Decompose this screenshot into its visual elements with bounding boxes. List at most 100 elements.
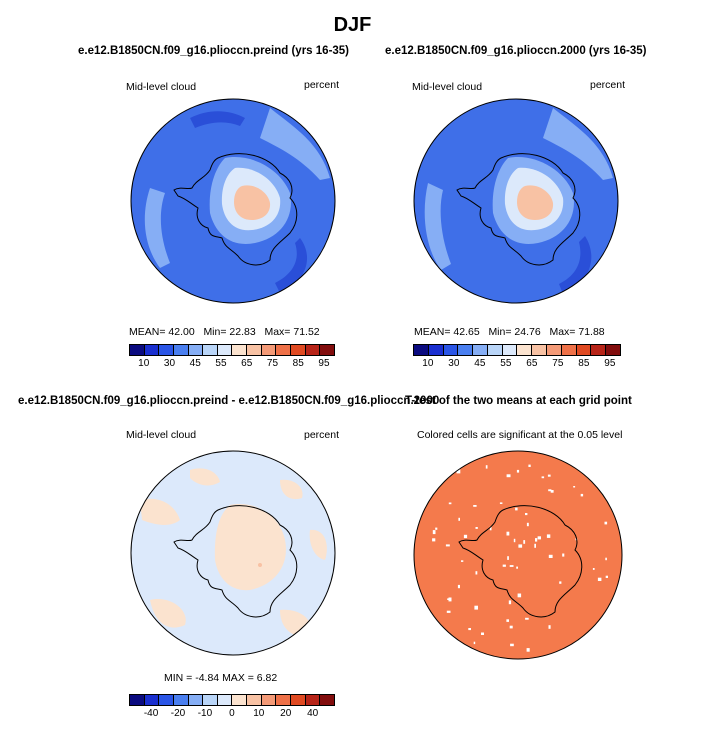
panel-1-left-label: Mid-level cloud	[126, 81, 197, 93]
panel-1-map	[130, 98, 336, 304]
insignificant-cell	[489, 526, 492, 531]
colorbar-swatch	[130, 695, 145, 705]
colorbar-tick-label: 40	[307, 708, 319, 719]
insignificant-cell	[518, 544, 523, 548]
colorbar-swatch	[320, 695, 334, 705]
panel-2-left-label: Mid-level cloud	[412, 81, 483, 93]
colorbar-swatch	[547, 345, 562, 355]
colorbar-tick-label: 0	[229, 708, 235, 719]
colorbar-tick-label: 10	[422, 358, 434, 369]
panel-2-colorbar: 10 30 45 55 65 75 85 95	[413, 344, 621, 369]
colorbar-swatch	[428, 345, 444, 355]
insignificant-cell	[455, 467, 457, 469]
panel-4-title: T-test of the two means at each grid poi…	[405, 395, 632, 407]
colorbar-tick-label: -40	[143, 708, 159, 719]
insignificant-cell	[548, 554, 553, 558]
colorbar-swatch	[247, 345, 262, 355]
colorbar-tick-label: 10	[253, 708, 265, 719]
colorbar-swatch	[144, 695, 160, 705]
colorbar-abs-2	[413, 344, 621, 356]
insignificant-cell	[457, 584, 460, 589]
panel-2-right-label: percent	[590, 79, 626, 91]
panel-3-coastline	[173, 505, 298, 618]
insignificant-cell	[528, 464, 531, 467]
colorbar-swatch	[173, 345, 189, 355]
insignificant-cell	[523, 540, 526, 544]
insignificant-cell	[474, 605, 478, 610]
colorbar-tick-label: 95	[318, 358, 330, 369]
insignificant-cell	[473, 641, 476, 645]
insignificant-cell	[599, 623, 603, 627]
colorbar-swatch	[130, 345, 145, 355]
insignificant-cell	[475, 527, 478, 529]
colorbar-swatch	[414, 345, 429, 355]
insignificant-cell	[507, 556, 509, 560]
insignificant-cell	[481, 632, 484, 635]
insignificant-cell	[604, 521, 608, 525]
panel-3-title: e.e12.B1850CN.f09_g16.plioccn.preind - e…	[18, 395, 440, 407]
insignificant-cell	[455, 647, 458, 650]
colorbar-swatch	[305, 345, 321, 355]
colorbar-abs-2-labels: 10 30 45 55 65 75 85 95	[413, 356, 621, 369]
insignificant-cell	[592, 568, 595, 570]
panel-4-coastline	[458, 505, 583, 618]
insignificant-cell	[432, 530, 436, 535]
panel-4-subtitle: Colored cells are significant at the 0.0…	[417, 429, 623, 441]
colorbar-tick-label: 65	[526, 358, 538, 369]
panel-4-field	[414, 451, 622, 659]
insignificant-cell	[509, 565, 514, 567]
colorbar-diff	[129, 694, 335, 706]
insignificant-cell	[547, 474, 551, 477]
colorbar-swatch	[247, 695, 262, 705]
insignificant-cell	[445, 544, 450, 547]
insignificant-cell	[559, 581, 562, 584]
colorbar-tick-label: 55	[500, 358, 512, 369]
colorbar-tick-label: 85	[292, 358, 304, 369]
colorbar-swatch	[203, 695, 218, 705]
colorbar-tick-label: 85	[578, 358, 590, 369]
colorbar-swatch	[261, 345, 277, 355]
colorbar-swatch	[591, 345, 607, 355]
colorbar-swatch	[517, 345, 533, 355]
insignificant-cell	[548, 625, 551, 629]
colorbar-tick-label: 45	[189, 358, 201, 369]
insignificant-cell	[515, 507, 518, 511]
colorbar-swatch	[261, 695, 277, 705]
colorbar-tick-label: 55	[215, 358, 227, 369]
colorbar-swatch	[532, 345, 548, 355]
insignificant-cell	[525, 617, 529, 620]
insignificant-cell	[605, 575, 608, 578]
insignificant-cell	[546, 534, 551, 538]
insignificant-cell	[508, 600, 512, 605]
panel-2-field	[414, 99, 618, 303]
insignificant-cell	[502, 564, 506, 567]
colorbar-swatch	[320, 345, 334, 355]
colorbar-diff-labels: -40 -20 -10 0 10 20 40	[129, 706, 335, 719]
insignificant-cell	[475, 571, 478, 575]
colorbar-swatch	[217, 345, 233, 355]
panel-2-stats: MEAN= 42.65 Min= 24.76 Max= 71.88	[414, 326, 605, 338]
insignificant-cell	[550, 490, 554, 493]
colorbar-swatch	[173, 695, 189, 705]
panel-2-coastline	[456, 153, 581, 266]
colorbar-tick-label: 30	[163, 358, 176, 369]
colorbar-tick-label: 75	[266, 358, 279, 369]
panel-3-colorbar: -40 -20 -10 0 10 20 40	[129, 694, 335, 719]
insignificant-cell	[548, 489, 552, 492]
colorbar-swatch	[305, 695, 321, 705]
insignificant-cell	[509, 625, 513, 629]
colorbar-tick-label: 95	[604, 358, 616, 369]
insignificant-cell	[516, 566, 518, 569]
insignificant-cell	[580, 493, 584, 497]
insignificant-cell	[468, 628, 471, 631]
panel-4-map	[413, 450, 623, 660]
panel-1-colorbar: 10 30 45 55 65 75 85 95	[129, 344, 335, 369]
insignificant-cell	[499, 502, 503, 504]
panel-2-map	[413, 98, 619, 304]
insignificant-cell	[506, 474, 511, 478]
insignificant-cell	[448, 502, 452, 505]
insignificant-cell	[456, 469, 461, 474]
panel-4-insignificant-cells	[427, 464, 608, 652]
colorbar-swatch	[291, 695, 306, 705]
insignificant-cell	[526, 648, 530, 652]
